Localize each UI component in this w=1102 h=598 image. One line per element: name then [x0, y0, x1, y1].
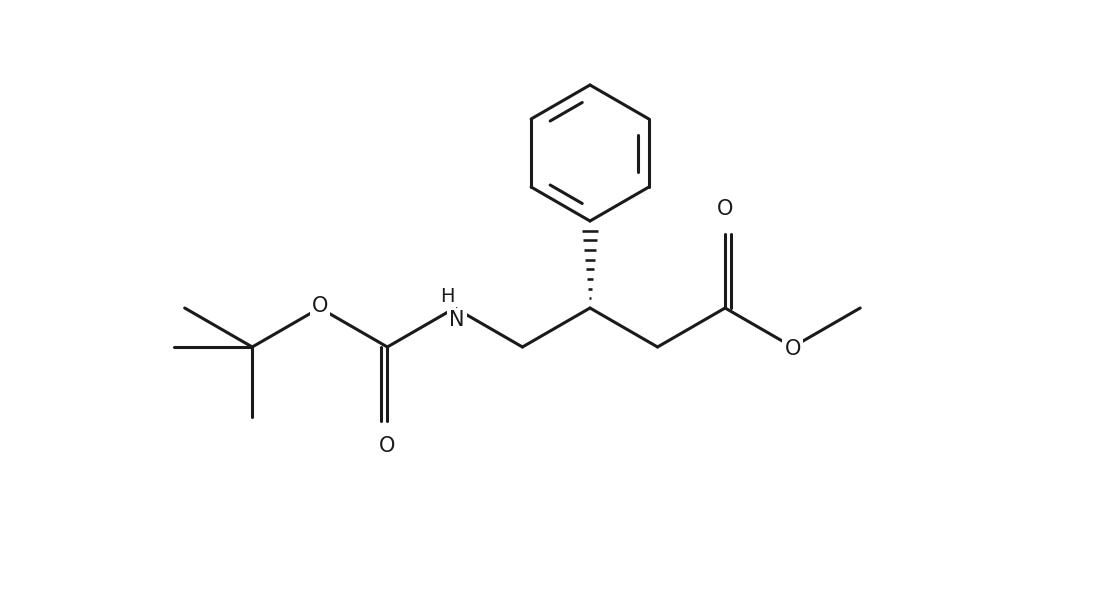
Text: O: O: [717, 199, 733, 219]
Text: O: O: [785, 339, 801, 359]
Text: O: O: [312, 296, 328, 316]
Text: N: N: [450, 310, 465, 330]
Text: H: H: [440, 287, 454, 306]
Text: O: O: [379, 436, 396, 456]
